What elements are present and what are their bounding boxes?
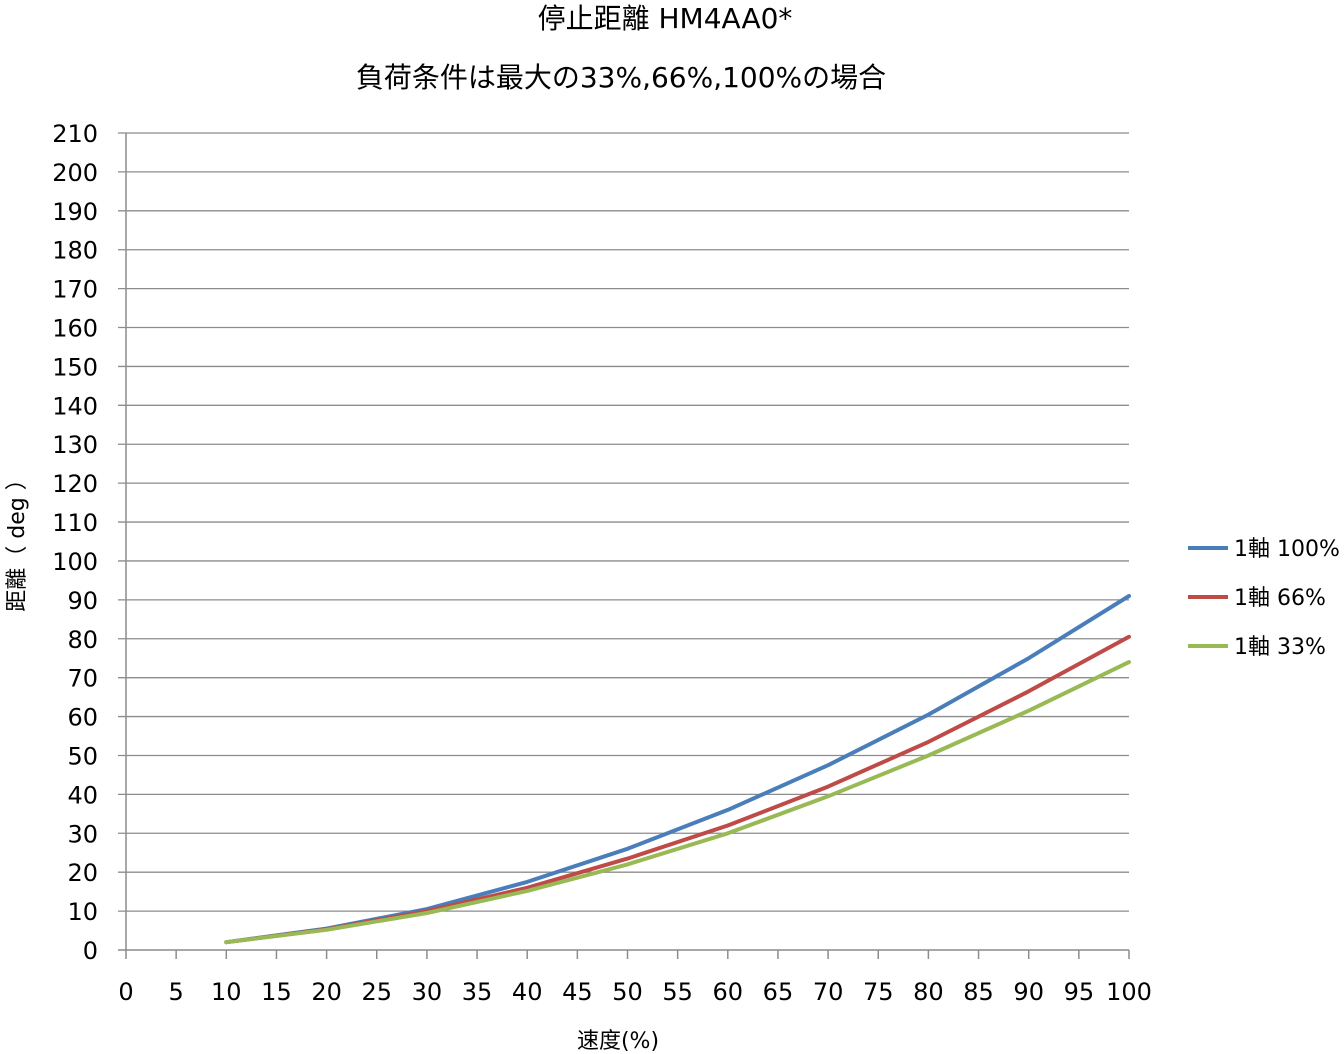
legend-label: 1軸 33% xyxy=(1234,635,1326,660)
y-tick-label: 70 xyxy=(67,665,98,693)
series-line xyxy=(224,594,1131,945)
y-tick-label: 20 xyxy=(67,859,98,887)
x-tick-label: 65 xyxy=(763,978,794,1006)
x-tick-label: 45 xyxy=(562,978,593,1006)
x-tick-label: 25 xyxy=(361,978,392,1006)
legend: 1軸 100% 1軸 66% 1軸 33% xyxy=(1188,537,1340,660)
y-tick-label: 190 xyxy=(52,198,98,226)
x-tick-label: 40 xyxy=(512,978,543,1006)
y-tick-label: 90 xyxy=(67,587,98,615)
y-tick-label: 130 xyxy=(52,431,98,459)
y-tick-label: 10 xyxy=(67,898,98,926)
y-tick-labels: 0 10 20 30 40 50 60 70 80 90 100 110 120 130 140 150 160… xyxy=(52,120,98,965)
series-lines xyxy=(224,594,1131,945)
x-axis-title: 速度(%) xyxy=(577,1029,659,1054)
y-tick-label: 100 xyxy=(52,548,98,576)
x-tick-label: 85 xyxy=(963,978,994,1006)
y-tick-label: 210 xyxy=(52,120,98,148)
y-tick-label: 120 xyxy=(52,470,98,498)
series-line xyxy=(224,660,1131,945)
x-tick-label: 60 xyxy=(713,978,744,1006)
y-tick-label: 180 xyxy=(52,237,98,265)
y-tick-label: 160 xyxy=(52,315,98,343)
legend-label: 1軸 66% xyxy=(1234,586,1326,611)
x-tick-label: 15 xyxy=(261,978,292,1006)
x-tick-label: 100 xyxy=(1106,978,1152,1006)
x-tick-label: 5 xyxy=(169,978,184,1006)
y-tick-label: 60 xyxy=(67,704,98,732)
x-tick-label: 80 xyxy=(913,978,944,1006)
series-line xyxy=(224,634,1131,945)
y-tick-label: 150 xyxy=(52,353,98,381)
y-tick-label: 40 xyxy=(67,781,98,809)
y-axis-title: 距離（ deg ） xyxy=(5,468,30,611)
y-tick-label: 170 xyxy=(52,276,98,304)
gridlines xyxy=(118,132,1129,912)
x-tick-label: 55 xyxy=(662,978,693,1006)
x-tick-label: 90 xyxy=(1013,978,1044,1006)
x-tick-label: 35 xyxy=(462,978,493,1006)
axes xyxy=(118,133,1130,959)
x-tick-label: 30 xyxy=(412,978,443,1006)
y-tick-label: 80 xyxy=(67,626,98,654)
y-tick-label: 200 xyxy=(52,159,98,187)
y-tick-label: 50 xyxy=(67,742,98,770)
x-tick-label: 75 xyxy=(863,978,894,1006)
x-tick-label: 0 xyxy=(118,978,133,1006)
y-tick-label: 30 xyxy=(67,820,98,848)
chart-title: 停止距離 HM4AA0* xyxy=(538,2,793,35)
y-tick-label: 140 xyxy=(52,392,98,420)
chart-subtitle: 負荷条件は最大の33%,66%,100%の場合 xyxy=(356,61,886,94)
x-tick-label: 70 xyxy=(813,978,844,1006)
x-tick-label: 20 xyxy=(311,978,342,1006)
x-tick-label: 50 xyxy=(612,978,643,1006)
x-tick-labels: 0 5 10 15 20 25 30 35 40 45 50 55 60 65 70 75 80 85 90 95 10… xyxy=(118,978,1152,1006)
legend-label: 1軸 100% xyxy=(1234,537,1340,562)
x-tick-label: 95 xyxy=(1064,978,1095,1006)
x-tick-label: 10 xyxy=(211,978,242,1006)
y-tick-label: 110 xyxy=(52,509,98,537)
y-tick-label: 0 xyxy=(83,937,98,965)
